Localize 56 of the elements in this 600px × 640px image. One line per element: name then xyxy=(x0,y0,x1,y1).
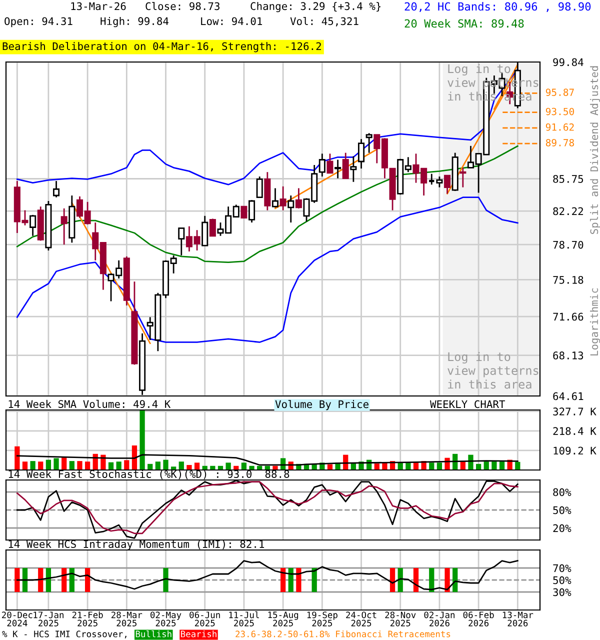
x-tick-label: 11-Jul 2025 xyxy=(229,611,259,626)
x-tick-label: 19-Sep 2025 xyxy=(307,612,338,626)
y-tick-label: 218.4 K xyxy=(553,427,596,436)
y-tick-label: 20% xyxy=(553,524,572,532)
text: Vol: 45,321 xyxy=(290,17,358,26)
y-tick-label: 327.7 K xyxy=(553,408,596,416)
chart-title: 14 Week SMA Volume: 49.4 K xyxy=(8,400,171,408)
text: WEEKLY CHART xyxy=(430,400,506,408)
x-tick-label: 24-Oct 2025 xyxy=(346,612,376,626)
y-tick-label: 85.75 xyxy=(553,175,584,183)
chart-title: 14 Week Fast Stochastic (%K)(%D) : 93.0 88.8 xyxy=(8,470,290,480)
y-axis-title: Split and Dividend Adjusted xyxy=(590,66,600,234)
x-tick-label: 06-Feb 2026 xyxy=(463,611,494,626)
text: Open: 94.31 xyxy=(4,17,72,28)
ref-line-label: 89.78 xyxy=(546,139,574,146)
x-tick-label: 13-Mar 2026 xyxy=(502,612,534,626)
text: 20,2 HC Bands: 80.96 , 98.90 xyxy=(404,2,591,12)
text: Bullish xyxy=(136,630,172,638)
ref-line-label: 91.62 xyxy=(546,123,574,131)
text: 13-Mar-26 xyxy=(71,2,126,10)
y-tick-label: 99.84 xyxy=(553,58,584,66)
y-tick-label: 68.13 xyxy=(553,352,584,360)
x-tick-label: 28-Nov 2025 xyxy=(385,612,416,626)
text: Change: 3.29 {+3.4 %} xyxy=(250,2,381,12)
text: High: 99.84 xyxy=(100,17,168,28)
x-tick-label: 02-Jan 2026 xyxy=(424,612,454,626)
x-tick-label: 06-Jun 2025 xyxy=(190,612,220,626)
y-tick-label: 82.22 xyxy=(553,207,583,216)
y-tick-label: 78.70 xyxy=(553,240,584,249)
y-tick-label: 50% xyxy=(553,576,572,584)
y-tick-label: 71.66 xyxy=(553,312,584,321)
text: Logarithmic xyxy=(590,288,600,356)
x-tick-label: 15-Aug 2025 xyxy=(268,612,298,626)
y-tick-label: 80% xyxy=(553,488,572,496)
x-tick-label: 17-Jan 2025 xyxy=(34,612,64,626)
text: Bearish xyxy=(181,630,216,638)
text: Low: 94.01 xyxy=(201,17,262,26)
annotation: Volume By Price xyxy=(275,400,368,410)
y-tick-label: 30% xyxy=(553,588,572,596)
ref-line-label: 95.87 xyxy=(546,88,574,96)
y-tick-label: 64.61 xyxy=(553,392,584,400)
y-tick-label: 109.2 K xyxy=(554,446,596,455)
x-tick-label: 28-Mar 2025 xyxy=(112,612,142,626)
x-tick-label: 21-Feb 2025 xyxy=(72,611,103,626)
annotation: Log in to view patterns in this area xyxy=(448,352,538,389)
text: Bearish Deliberation on 04-Mar-16, Strength: -126.2 xyxy=(2,42,321,52)
text: 20 Week SMA: 89.48 xyxy=(404,19,524,28)
x-tick-label: 02-May 2025 xyxy=(150,612,182,626)
text: Close: 98.73 xyxy=(146,2,220,10)
ref-line-label: 93.50 xyxy=(546,108,574,116)
legend-title: % K - HCS IMI Crossover, xyxy=(2,630,126,638)
y-tick-label: 70% xyxy=(553,564,572,572)
y-tick-label: 50% xyxy=(553,506,572,514)
x-tick-label: 20-Dec 2024 xyxy=(2,612,32,626)
y-tick-label: 75.18 xyxy=(553,276,584,284)
text: 23.6-38.2-50-61.8% Fibonacci Retracements xyxy=(236,630,450,638)
